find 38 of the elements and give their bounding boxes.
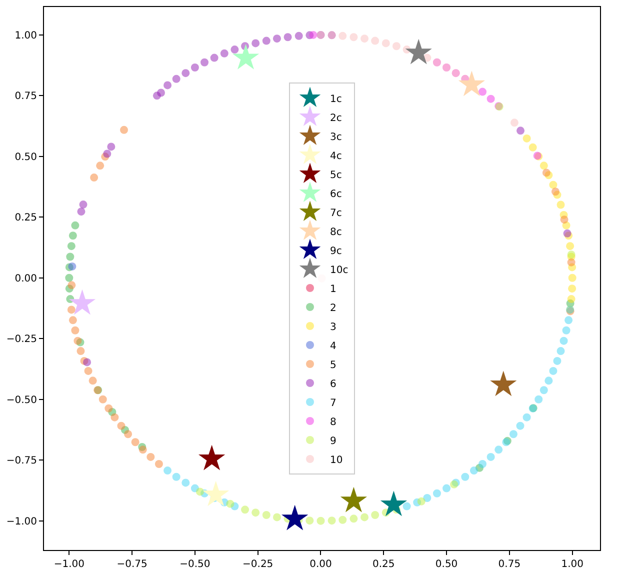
legend-label: 4c xyxy=(330,150,342,162)
legend-label: 2 xyxy=(330,302,336,314)
y-tick-label: 0.50 xyxy=(14,152,37,163)
x-tick-label: 0.25 xyxy=(372,559,395,570)
y-tick-label: 1.00 xyxy=(14,30,37,42)
legend-label: 6c xyxy=(330,188,342,200)
legend-label: 1 xyxy=(330,284,336,295)
legend-label: 7c xyxy=(330,208,342,219)
x-tick-label: −1.00 xyxy=(54,559,84,570)
x-tick-label: 1.00 xyxy=(561,559,584,570)
legend-label: 8c xyxy=(330,226,342,238)
legend-label: 5 xyxy=(330,360,336,371)
x-tick-label: −0.75 xyxy=(116,559,148,570)
x-tick-label: 0.50 xyxy=(435,559,458,570)
legend-label: 3c xyxy=(330,132,342,143)
y-tick-label: −1.00 xyxy=(6,516,37,528)
legend-label: 4 xyxy=(330,340,336,352)
y-tick-label: 0.00 xyxy=(14,273,37,284)
legend-label: 10 xyxy=(330,454,343,466)
legend-label: 3 xyxy=(330,322,336,333)
legend-label: 9 xyxy=(330,436,336,447)
y-tick-label: 0.25 xyxy=(14,212,37,224)
x-tick-label: 0.00 xyxy=(310,559,332,570)
x-tick-label: 0.75 xyxy=(498,559,521,570)
legend-label: 2c xyxy=(330,112,342,124)
y-tick-label: −0.25 xyxy=(6,334,37,346)
legend-label: 8 xyxy=(330,416,336,428)
y-tick-label: 0.75 xyxy=(14,91,37,102)
legend-label: 9c xyxy=(330,246,342,257)
y-tick-label: −0.75 xyxy=(6,456,37,467)
legend-label: 5c xyxy=(330,170,342,181)
legend-label: 10c xyxy=(330,264,348,276)
y-tick-label: −0.50 xyxy=(6,394,37,406)
legend-label: 6 xyxy=(330,378,336,390)
legend-label: 1c xyxy=(330,94,342,105)
x-tick-label: −0.50 xyxy=(180,559,210,570)
x-tick-label: −0.25 xyxy=(242,559,274,570)
legend-label: 7 xyxy=(330,398,336,409)
